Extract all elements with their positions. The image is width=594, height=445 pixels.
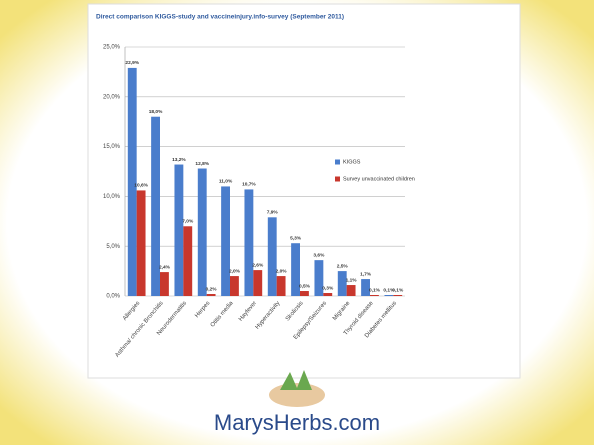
y-tick-label: 0,0% [106, 294, 120, 300]
bar [393, 295, 403, 296]
bar [183, 226, 193, 296]
y-tick-label: 25,0% [103, 45, 121, 51]
bar [244, 189, 254, 296]
bar [253, 270, 263, 296]
value-label: 0,3% [322, 285, 334, 291]
bar [323, 293, 333, 296]
bar [206, 294, 216, 296]
bar [197, 168, 207, 296]
value-label: 2,5% [337, 263, 349, 269]
y-tick-label: 10,0% [103, 194, 121, 200]
bar [221, 186, 230, 296]
value-label: 7,9% [267, 210, 279, 216]
bar [136, 190, 146, 296]
value-label: 13,2% [172, 157, 186, 163]
y-tick-label: 15,0% [103, 144, 121, 150]
bar [314, 260, 324, 296]
chart-title: Direct comparison KIGGS-study and vaccin… [96, 14, 344, 21]
legend-swatch [335, 159, 340, 165]
value-label: 3,6% [313, 252, 325, 258]
bar [151, 116, 160, 296]
value-label: 7,0% [182, 219, 194, 225]
bar [346, 285, 356, 296]
value-label: 10,7% [242, 182, 256, 188]
bar [337, 271, 347, 296]
value-label: 0,1% [369, 287, 381, 293]
legend-swatch [335, 176, 340, 182]
bar [127, 67, 137, 296]
footer-text: MarysHerbs.com [214, 410, 380, 435]
value-label: 1,1% [346, 277, 358, 283]
bar [174, 164, 184, 296]
value-label: 22,9% [125, 60, 139, 66]
y-tick-label: 20,0% [103, 94, 121, 100]
value-label: 0,2% [206, 286, 218, 292]
legend-label: KIGGS [343, 159, 361, 165]
value-label: 1,7% [360, 271, 372, 277]
bar [384, 295, 394, 296]
value-label: 18,0% [149, 109, 163, 115]
value-label: 11,0% [219, 179, 233, 185]
value-label: 0,1% [392, 287, 404, 293]
value-label: 12,8% [195, 161, 209, 167]
bar [267, 217, 277, 296]
value-label: 2,6% [252, 262, 264, 268]
bar [370, 295, 379, 296]
bar [276, 276, 286, 296]
value-label: 10,6% [134, 183, 148, 189]
y-tick-label: 5,0% [106, 244, 120, 250]
value-label: 2,0% [229, 268, 241, 274]
value-label: 2,4% [159, 264, 171, 270]
hand-icon [269, 370, 325, 407]
value-label: 0,5% [299, 283, 311, 289]
bar [361, 279, 370, 296]
legend-label: Survey unvaccinated children [343, 176, 415, 182]
value-label: 2,0% [276, 268, 288, 274]
bar [291, 243, 300, 296]
value-label: 0,1% [383, 287, 395, 293]
bar [230, 276, 239, 296]
value-label: 5,3% [290, 235, 302, 241]
bar [160, 272, 169, 296]
bar [300, 291, 309, 296]
